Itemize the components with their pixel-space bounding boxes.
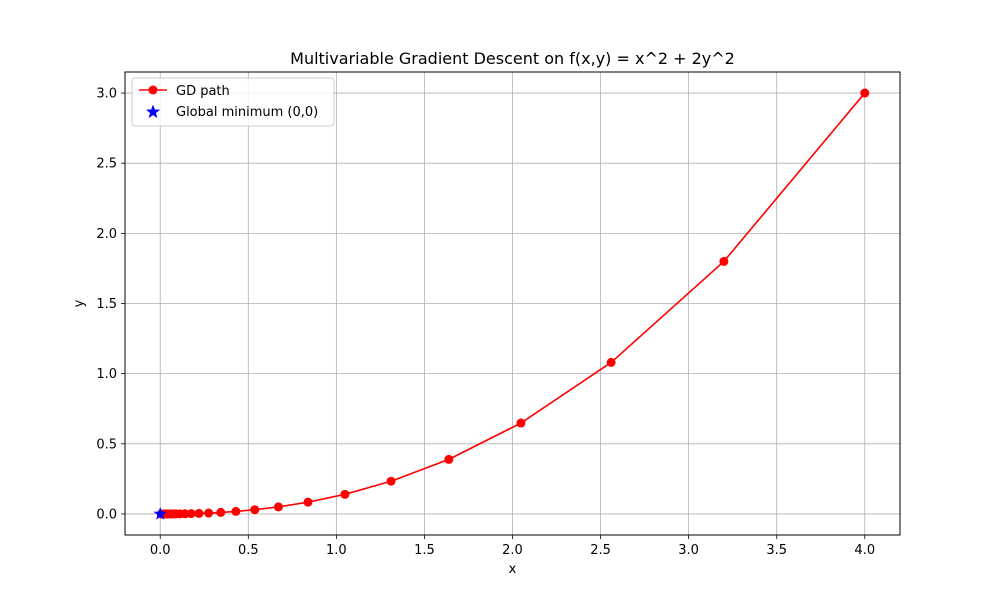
y-tick-label: 0.0 bbox=[96, 507, 117, 522]
legend-global-minimum-marker bbox=[145, 104, 161, 119]
x-tick-label: 3.5 bbox=[766, 543, 787, 558]
legend-global-minimum-label: Global minimum (0,0) bbox=[176, 105, 318, 120]
x-tick-label: 2.0 bbox=[502, 543, 523, 558]
y-tick-label: 1.0 bbox=[96, 367, 117, 382]
y-axis-label: y bbox=[72, 299, 87, 307]
x-tick-label: 0.0 bbox=[150, 543, 171, 558]
legend-box bbox=[131, 77, 335, 127]
gd-path-point bbox=[444, 454, 454, 464]
axis-ticks: 0.0 0.5 1.0 1.5 2.0 2.5 3.0 3.5 4.0 0.0 0.5 1.0 1.5 2… bbox=[96, 87, 875, 558]
legend-gd-path-label: GD path bbox=[176, 84, 230, 99]
gd-path-point bbox=[194, 508, 204, 518]
x-tick-label: 2.5 bbox=[590, 543, 611, 558]
gd-path-point bbox=[303, 497, 313, 507]
y-tick-label: 2.0 bbox=[96, 227, 117, 242]
gd-path-point bbox=[216, 507, 226, 517]
gd-path-point bbox=[386, 476, 396, 486]
gd-path-point bbox=[250, 505, 260, 515]
y-tick-label: 0.5 bbox=[96, 437, 117, 452]
gd-path-point bbox=[860, 88, 870, 98]
legend-gd-path-marker bbox=[148, 85, 158, 95]
y-tick-label: 3.0 bbox=[96, 87, 117, 102]
plot-series bbox=[153, 88, 870, 520]
grid bbox=[125, 72, 900, 535]
gd-path-point bbox=[719, 256, 729, 266]
x-tick-label: 3.0 bbox=[678, 543, 699, 558]
gd-path-point bbox=[340, 489, 350, 499]
y-tick-label: 2.5 bbox=[96, 157, 117, 172]
x-tick-label: 1.5 bbox=[414, 543, 435, 558]
y-tick-label: 1.5 bbox=[96, 297, 117, 312]
gd-path-point bbox=[204, 508, 214, 518]
legend: GD path Global minimum (0,0) bbox=[131, 77, 335, 127]
x-tick-label: 4.0 bbox=[854, 543, 875, 558]
x-tick-label: 0.5 bbox=[238, 543, 259, 558]
x-axis-label: x bbox=[509, 562, 517, 577]
chart-title: Multivariable Gradient Descent on f(x,y)… bbox=[290, 49, 735, 68]
gd-path-point bbox=[231, 506, 241, 516]
gd-path-point bbox=[606, 357, 616, 367]
global-minimum-point bbox=[153, 506, 167, 520]
x-tick-label: 1.0 bbox=[326, 543, 347, 558]
gd-path-point bbox=[273, 502, 283, 512]
gd-path-point bbox=[516, 418, 526, 428]
